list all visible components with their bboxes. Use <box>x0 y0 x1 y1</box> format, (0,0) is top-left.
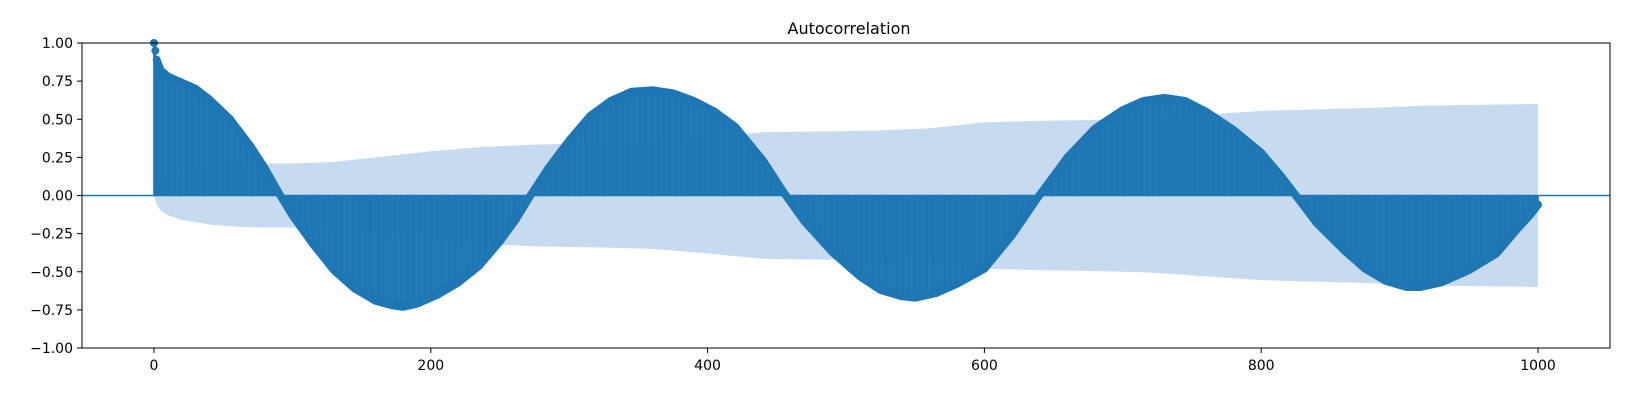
y-tick-label: −0.75 <box>30 303 73 319</box>
acf-marker <box>151 46 160 55</box>
y-tick-label: 0.25 <box>42 150 73 166</box>
axes: 0 200 400 600 800 1000 1.00 0.75 0.50 0.25 0.00 −0.… <box>30 36 1611 374</box>
x-tick-label: 600 <box>971 358 998 374</box>
y-tick-label: −1.00 <box>30 341 73 357</box>
x-tick-label: 0 <box>150 358 159 374</box>
chart-title: Autocorrelation <box>788 19 911 38</box>
plot-area <box>82 39 1610 311</box>
x-tick-label: 400 <box>694 358 721 374</box>
y-tick-label: 0.00 <box>42 189 73 205</box>
x-tick-label: 200 <box>417 358 444 374</box>
y-tick-label: 1.00 <box>42 36 73 52</box>
x-tick-label: 1000 <box>1520 358 1556 374</box>
acf-marker <box>1534 200 1543 209</box>
y-tick-label: −0.25 <box>30 227 73 243</box>
y-tick-label: 0.75 <box>42 74 73 90</box>
y-tick-label: 0.50 <box>42 112 73 128</box>
y-tick-label: −0.50 <box>30 265 73 281</box>
x-tick-label: 800 <box>1248 358 1275 374</box>
acf-markers <box>149 39 1543 311</box>
